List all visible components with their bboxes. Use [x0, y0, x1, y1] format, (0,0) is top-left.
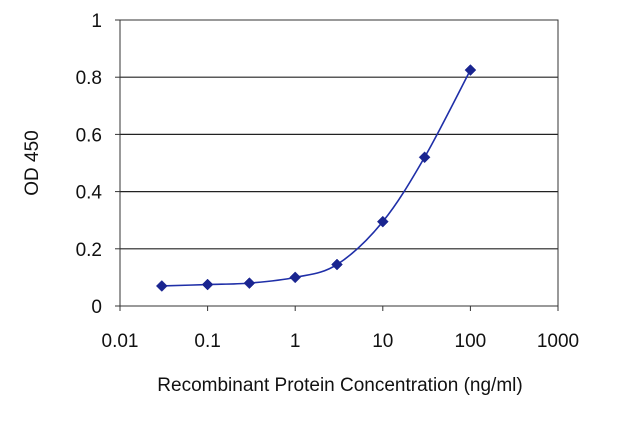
- data-point: [155, 280, 168, 292]
- y-tick-label: 0: [91, 297, 102, 318]
- y-axis-title: OD 450: [22, 130, 43, 195]
- data-point: [201, 278, 214, 291]
- y-axis-ticks: 0 0.2 0.4 0.6 0.8 1: [76, 11, 120, 318]
- x-tick-label: 10: [372, 331, 393, 352]
- y-tick-label: 0.6: [76, 125, 102, 146]
- x-axis-title: Recombinant Protein Concentration (ng/ml…: [157, 375, 522, 396]
- data-series: [155, 64, 477, 292]
- data-point: [243, 277, 256, 289]
- y-tick-label: 0.2: [76, 240, 102, 261]
- data-point: [418, 151, 431, 164]
- y-tick-label: 0.4: [76, 183, 103, 204]
- data-point: [464, 64, 477, 76]
- x-tick-label: 100: [455, 331, 487, 352]
- data-point: [376, 215, 389, 228]
- data-point: [331, 258, 343, 271]
- plot-area: [119, 19, 559, 307]
- x-tick-label: 1: [290, 331, 301, 352]
- y-tick-label: 0.8: [76, 68, 102, 89]
- data-point: [289, 271, 302, 284]
- x-axis-ticks: 0.01 0.1 1 10 100 1000: [102, 306, 579, 352]
- gridlines: [120, 76, 558, 250]
- x-tick-label: 0.1: [194, 331, 220, 352]
- series-line: [161, 69, 472, 287]
- x-tick-label: 0.01: [102, 331, 139, 352]
- y-tick-label: 1: [91, 11, 102, 32]
- x-tick-label: 1000: [537, 331, 579, 352]
